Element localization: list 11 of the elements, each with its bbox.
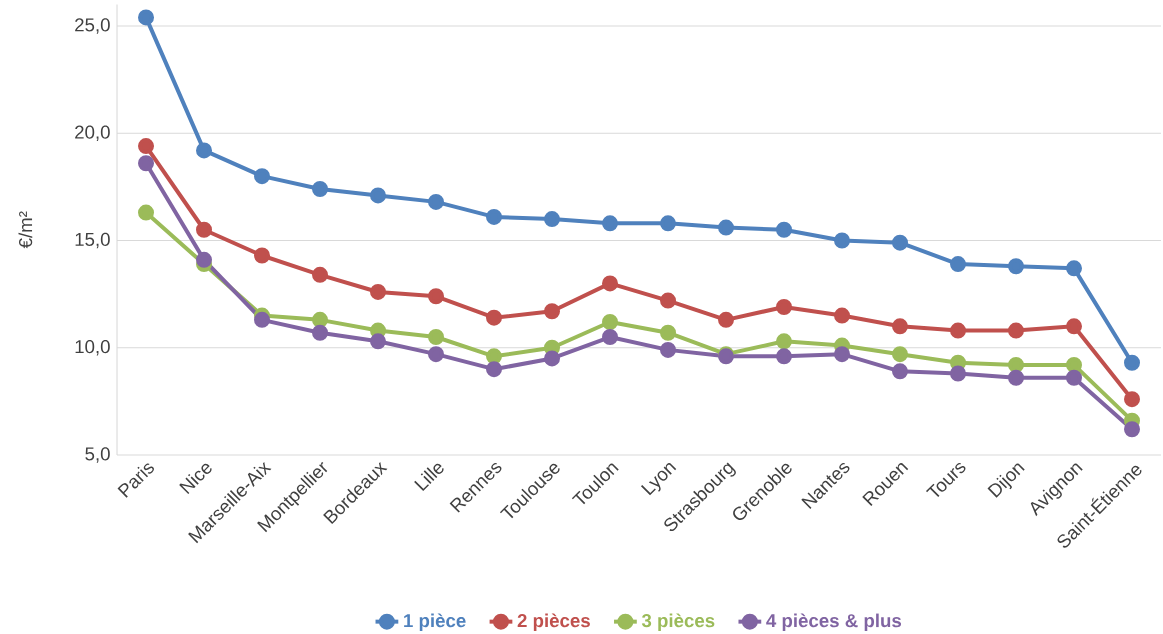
y-axis-title: €/m² <box>18 211 33 249</box>
legend-label: 3 pièces <box>641 613 715 631</box>
legend-label: 2 pièces <box>517 613 590 631</box>
y-tick-label: 15,0 <box>75 232 110 249</box>
legend-label: 4 pièces & plus <box>766 613 902 631</box>
y-tick-label: 20,0 <box>75 125 110 141</box>
y-tick-label: 5,0 <box>85 447 110 463</box>
legend-label: 1 pièce <box>404 613 466 631</box>
y-tick-label: 10,0 <box>75 340 110 356</box>
y-tick-label: 25,0 <box>75 18 110 34</box>
x-tick-label: Lille <box>414 463 444 492</box>
